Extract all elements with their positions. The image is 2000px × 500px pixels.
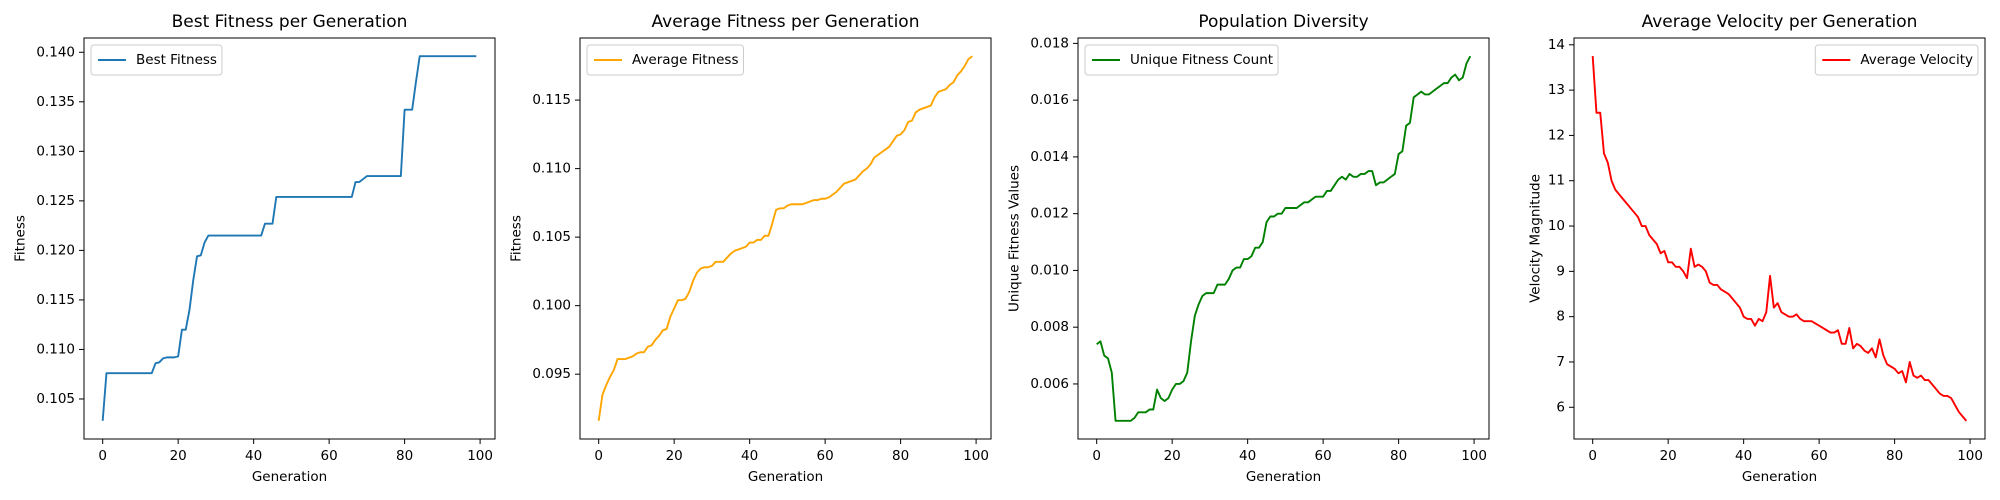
y-tick-label: 0.140 <box>36 44 75 60</box>
subplot: Population Diversity 0 20 40 60 80 100 0.006 0.0… <box>1007 12 1490 485</box>
x-tick-label: 20 <box>1660 448 1677 464</box>
y-tick-label: 0.115 <box>532 92 571 108</box>
data-line <box>1591 56 1968 422</box>
legend: Best Fitness <box>90 44 223 76</box>
x-tick-label: 100 <box>1461 448 1487 464</box>
x-tick-label: 0 <box>594 448 603 464</box>
y-axis-label: Unique Fitness Values <box>1007 165 1023 312</box>
y-tick-label: 0.006 <box>1030 376 1069 392</box>
subplot: Average Fitness per Generation 0 20 40 60 80 1… <box>509 12 992 485</box>
y-axis-label: Velocity Magnitude <box>1527 174 1543 303</box>
x-tick-label: 40 <box>1735 448 1752 464</box>
legend-label: Unique Fitness Count <box>1130 52 1273 68</box>
y-tick-label: 10 <box>1548 218 1565 234</box>
y-tick-label: 0.014 <box>1030 149 1069 165</box>
y-tick-label: 0.095 <box>532 366 571 382</box>
x-tick-label: 20 <box>1164 448 1181 464</box>
x-tick-label: 80 <box>892 448 909 464</box>
y-tick-label: 12 <box>1548 127 1565 143</box>
y-tick-label: 13 <box>1548 82 1565 98</box>
y-tick-label: 0.110 <box>36 341 75 357</box>
axes-frame <box>579 37 992 440</box>
x-tick-label: 80 <box>1390 448 1407 464</box>
chart-title: Average Fitness per Generation <box>652 12 920 32</box>
data-line <box>597 55 973 421</box>
y-tick-label: 6 <box>1556 399 1565 415</box>
x-tick-label: 20 <box>666 448 683 464</box>
y-tick-label: 0.008 <box>1030 319 1069 335</box>
y-tick-label: 0.105 <box>532 229 571 245</box>
legend-box <box>1814 44 1979 76</box>
x-tick-label: 60 <box>817 448 834 464</box>
x-axis-label: Generation <box>1246 469 1321 485</box>
legend-box <box>586 44 744 76</box>
x-tick-label: 80 <box>396 448 413 464</box>
x-axis-label: Generation <box>1742 469 1817 485</box>
subplot: Average Velocity per Generation 0 20 40 60 80… <box>1527 12 1986 485</box>
x-axis-label: Generation <box>252 469 327 485</box>
y-tick-label: 0.016 <box>1030 92 1069 108</box>
legend-label: Average Velocity <box>1860 52 1973 68</box>
x-tick-label: 40 <box>741 448 758 464</box>
chart-title: Average Velocity per Generation <box>1642 12 1918 32</box>
axes-frame <box>1077 37 1490 440</box>
y-tick-label: 9 <box>1556 263 1565 279</box>
x-tick-label: 0 <box>98 448 107 464</box>
y-tick-label: 0.018 <box>1030 35 1069 51</box>
legend-box <box>1084 44 1279 76</box>
legend: Unique Fitness Count <box>1084 44 1279 76</box>
x-tick-label: 40 <box>1239 448 1256 464</box>
y-axis-label: Fitness <box>509 215 525 262</box>
x-tick-label: 0 <box>1588 448 1597 464</box>
subplot: Best Fitness per Generation 0 20 40 60 80 100 0… <box>13 12 496 485</box>
y-tick-label: 7 <box>1556 354 1565 370</box>
y-tick-label: 0.010 <box>1030 262 1069 278</box>
legend-box <box>90 44 223 76</box>
y-tick-label: 0.105 <box>36 391 75 407</box>
y-tick-label: 0.115 <box>36 292 75 308</box>
x-tick-label: 100 <box>963 448 989 464</box>
y-tick-label: 14 <box>1548 37 1565 53</box>
x-tick-label: 60 <box>321 448 338 464</box>
x-tick-label: 60 <box>1315 448 1332 464</box>
x-tick-label: 100 <box>467 448 493 464</box>
y-tick-label: 11 <box>1548 173 1565 189</box>
x-tick-label: 40 <box>245 448 262 464</box>
y-tick-label: 0.120 <box>36 242 75 258</box>
x-tick-label: 0 <box>1092 448 1101 464</box>
y-axis-label: Fitness <box>13 215 29 262</box>
legend: Average Velocity <box>1814 44 1979 76</box>
legend-label: Average Fitness <box>632 52 738 68</box>
y-tick-label: 0.135 <box>36 94 75 110</box>
chart-title: Population Diversity <box>1198 12 1368 32</box>
x-tick-label: 60 <box>1811 448 1828 464</box>
data-line <box>101 55 477 421</box>
y-tick-label: 0.012 <box>1030 206 1069 222</box>
y-tick-label: 0.110 <box>532 161 571 177</box>
x-axis-label: Generation <box>748 469 823 485</box>
y-tick-label: 0.125 <box>36 193 75 209</box>
legend: Average Fitness <box>586 44 744 76</box>
axes-frame <box>1573 37 1986 440</box>
y-tick-label: 0.130 <box>36 143 75 159</box>
legend-label: Best Fitness <box>136 52 217 68</box>
chart-title: Best Fitness per Generation <box>172 12 408 32</box>
axes-frame <box>83 37 496 440</box>
data-line <box>1096 55 1472 422</box>
x-tick-label: 80 <box>1886 448 1903 464</box>
x-tick-label: 20 <box>170 448 187 464</box>
y-tick-label: 0.100 <box>532 298 571 314</box>
y-tick-label: 8 <box>1556 309 1565 325</box>
x-tick-label: 100 <box>1957 448 1983 464</box>
